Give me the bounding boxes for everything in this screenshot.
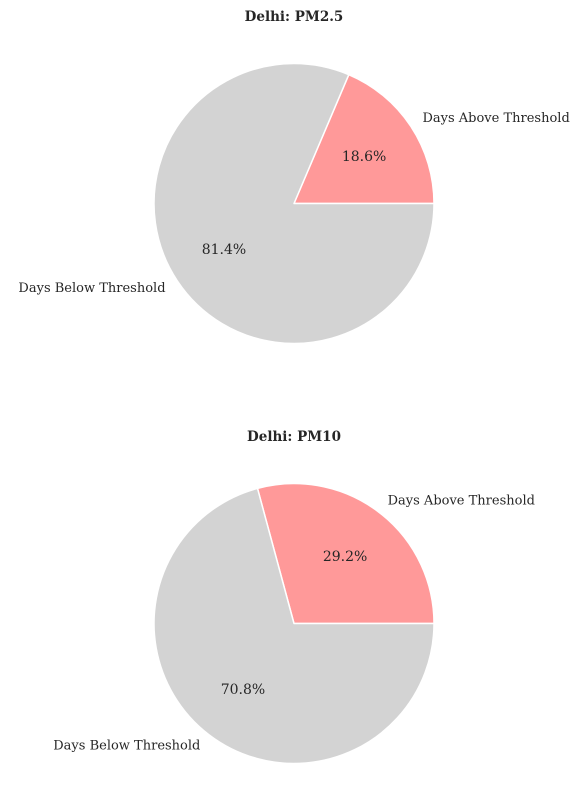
slice-label: Days Above Threshold xyxy=(422,111,569,126)
slice-label: Days Above Threshold xyxy=(388,494,535,509)
pie-slice xyxy=(293,73,435,205)
pie-slice xyxy=(153,487,435,765)
percentage-label: 70.8% xyxy=(221,682,265,698)
chart-title: Delhi: PM10 xyxy=(247,429,341,445)
pie-labels: Days Above Threshold 18.6% Days Below Thre… xyxy=(18,111,569,296)
percentage-label: 29.2% xyxy=(323,549,367,565)
slice-label: Days Below Threshold xyxy=(53,738,200,753)
percentage-label: 18.6% xyxy=(342,149,386,165)
percentage-label: 81.4% xyxy=(202,242,246,258)
pie-slice xyxy=(153,62,435,345)
slice-label: Days Below Threshold xyxy=(18,281,165,296)
pie-chart-pm25: Delhi: PM2.5 Days Above Threshold18.6%Da… xyxy=(18,9,570,345)
pie-slices xyxy=(153,62,435,345)
pie-labels: Days Above Threshold 29.2% Days Below Thre… xyxy=(53,494,535,754)
pie-slices xyxy=(153,482,435,765)
chart-title: Delhi: PM2.5 xyxy=(245,9,344,25)
pie-chart-pm10: Delhi: PM10 Days Above Threshold29.2%Day… xyxy=(53,429,535,765)
pie-slice xyxy=(256,482,435,625)
